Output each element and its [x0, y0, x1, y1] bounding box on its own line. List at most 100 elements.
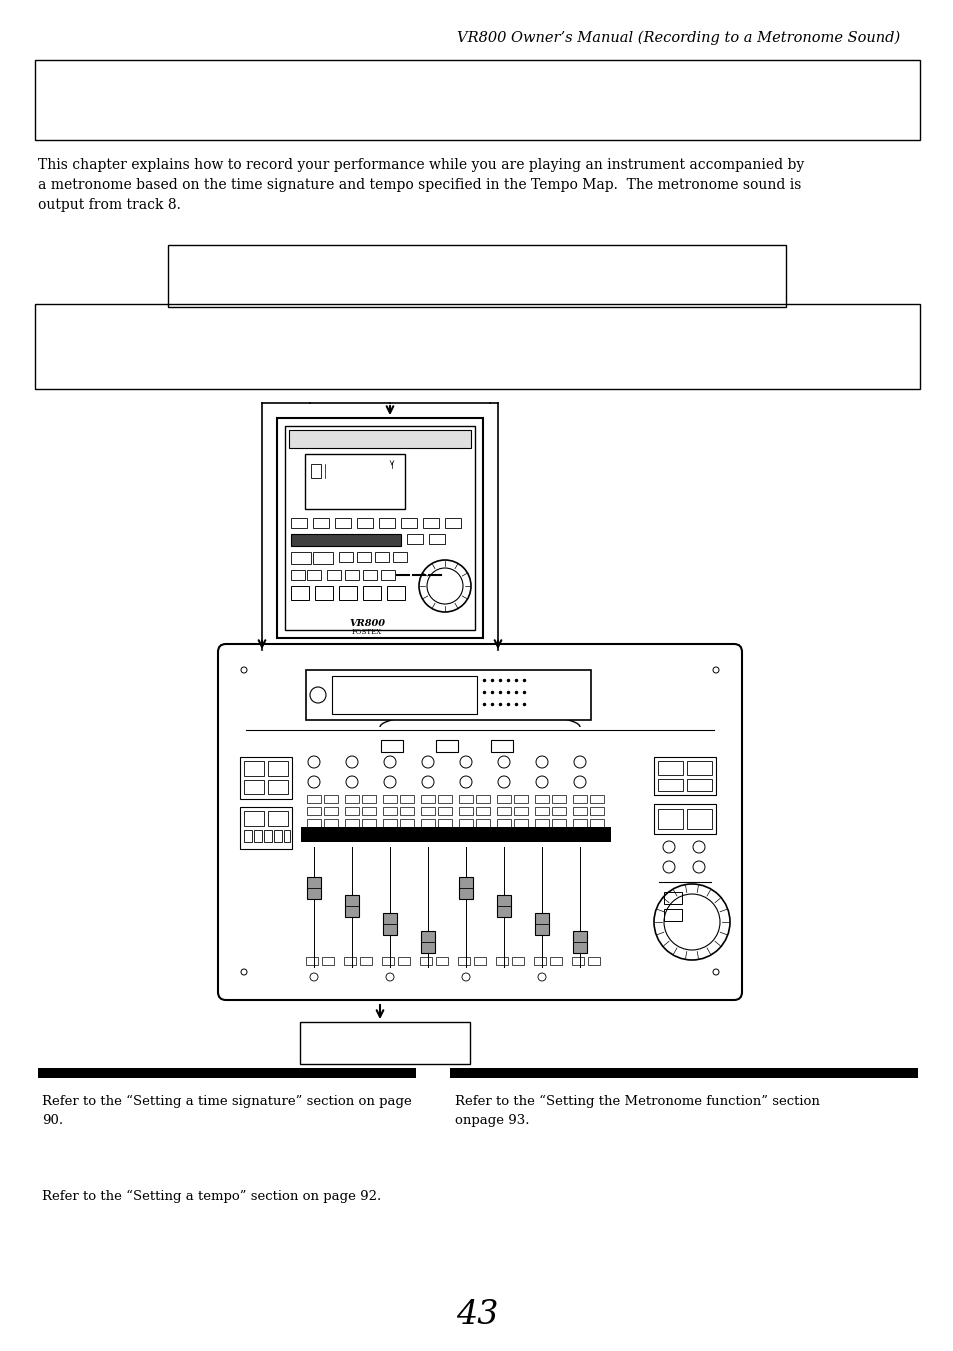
- Bar: [535, 913, 548, 935]
- Bar: [535, 794, 548, 802]
- Bar: [299, 1021, 470, 1065]
- Bar: [307, 570, 320, 580]
- Bar: [244, 780, 264, 794]
- Bar: [654, 757, 716, 794]
- Bar: [324, 807, 337, 815]
- Bar: [420, 807, 435, 815]
- Bar: [437, 807, 452, 815]
- Bar: [381, 957, 394, 965]
- Bar: [400, 517, 416, 528]
- Bar: [306, 670, 590, 720]
- Bar: [382, 794, 396, 802]
- Bar: [552, 794, 565, 802]
- Circle shape: [241, 969, 247, 975]
- Bar: [658, 809, 682, 830]
- Bar: [491, 740, 513, 753]
- Bar: [497, 819, 511, 827]
- Bar: [168, 245, 785, 307]
- Text: Refer to the “Setting a tempo” section on page 92.: Refer to the “Setting a tempo” section o…: [42, 1190, 381, 1204]
- Bar: [306, 957, 317, 965]
- Bar: [686, 780, 711, 790]
- Bar: [338, 553, 353, 562]
- Text: VR800: VR800: [349, 619, 385, 627]
- Bar: [35, 304, 919, 389]
- Bar: [285, 426, 475, 630]
- Bar: [356, 517, 373, 528]
- Bar: [268, 761, 288, 775]
- Bar: [327, 570, 340, 580]
- Bar: [244, 811, 264, 825]
- Bar: [313, 553, 333, 563]
- Bar: [658, 780, 682, 790]
- Bar: [335, 517, 351, 528]
- Bar: [35, 59, 919, 141]
- Bar: [658, 761, 682, 775]
- Bar: [253, 830, 262, 842]
- Bar: [444, 517, 460, 528]
- Bar: [284, 830, 290, 842]
- Bar: [514, 819, 527, 827]
- Bar: [686, 809, 711, 830]
- Bar: [301, 827, 610, 842]
- Bar: [420, 819, 435, 827]
- Bar: [436, 957, 448, 965]
- Bar: [345, 819, 358, 827]
- Bar: [476, 794, 490, 802]
- Bar: [378, 517, 395, 528]
- Bar: [382, 807, 396, 815]
- Bar: [356, 553, 371, 562]
- Bar: [476, 819, 490, 827]
- Bar: [573, 807, 586, 815]
- Bar: [458, 877, 473, 898]
- Bar: [307, 807, 320, 815]
- Bar: [419, 957, 432, 965]
- Bar: [363, 586, 380, 600]
- Bar: [345, 807, 358, 815]
- Bar: [399, 819, 414, 827]
- Bar: [291, 553, 311, 563]
- Bar: [420, 931, 435, 952]
- Bar: [291, 517, 307, 528]
- Bar: [240, 807, 292, 848]
- Bar: [322, 957, 334, 965]
- Text: VR800 Owner’s Manual (Recording to a Metronome Sound): VR800 Owner’s Manual (Recording to a Met…: [456, 31, 899, 45]
- Bar: [399, 794, 414, 802]
- Bar: [550, 957, 561, 965]
- Bar: [497, 894, 511, 917]
- Bar: [345, 794, 358, 802]
- Bar: [380, 570, 395, 580]
- Bar: [429, 534, 444, 544]
- Bar: [363, 570, 376, 580]
- Bar: [244, 761, 264, 775]
- Bar: [573, 819, 586, 827]
- Bar: [437, 819, 452, 827]
- Bar: [291, 570, 305, 580]
- Bar: [307, 819, 320, 827]
- Bar: [552, 807, 565, 815]
- Bar: [324, 794, 337, 802]
- Bar: [399, 807, 414, 815]
- Bar: [573, 931, 586, 952]
- Bar: [458, 794, 473, 802]
- Bar: [361, 819, 375, 827]
- Bar: [375, 553, 389, 562]
- Bar: [572, 957, 583, 965]
- Bar: [268, 811, 288, 825]
- Bar: [552, 819, 565, 827]
- Bar: [663, 909, 681, 921]
- Bar: [313, 517, 329, 528]
- Bar: [514, 807, 527, 815]
- Bar: [380, 740, 402, 753]
- Bar: [291, 586, 309, 600]
- Bar: [38, 1069, 416, 1078]
- Bar: [324, 819, 337, 827]
- Bar: [654, 804, 716, 834]
- Bar: [422, 517, 438, 528]
- Bar: [496, 957, 507, 965]
- Bar: [535, 819, 548, 827]
- Bar: [450, 1069, 917, 1078]
- Bar: [457, 957, 470, 965]
- Bar: [589, 807, 603, 815]
- Bar: [338, 586, 356, 600]
- Bar: [382, 819, 396, 827]
